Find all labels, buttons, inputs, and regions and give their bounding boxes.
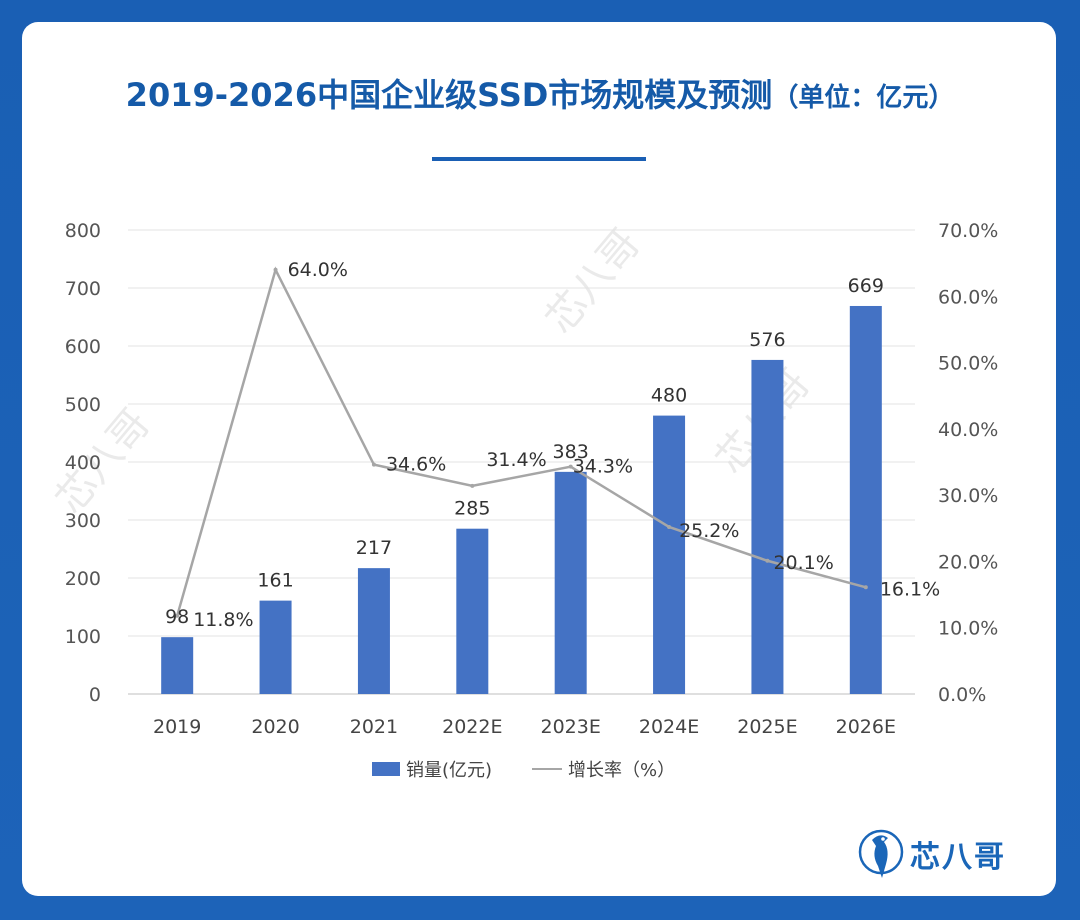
growth-point — [470, 483, 475, 488]
bar — [653, 415, 686, 694]
y-left-tick-label: 0 — [89, 684, 101, 706]
legend-label-growth: 增长率（%） — [568, 760, 676, 781]
growth-value-label: 16.1% — [880, 578, 940, 600]
bar — [161, 637, 194, 694]
brand-name: 芯八哥 — [910, 840, 1006, 875]
growth-point — [568, 464, 573, 469]
x-tick-label: 2024E — [639, 716, 699, 738]
bar — [751, 359, 784, 694]
bar-value-label: 285 — [454, 498, 490, 520]
bar-value-label: 480 — [651, 385, 687, 407]
legend-swatch-line — [532, 768, 563, 770]
y-right-tick-label: 30.0% — [938, 485, 998, 507]
bar — [554, 471, 587, 694]
legend-swatch-bar — [372, 762, 400, 776]
x-tick-label: 2023E — [541, 716, 601, 738]
bar-value-label: 161 — [257, 570, 293, 592]
brand-logo: 芯八哥 — [858, 826, 1006, 882]
growth-value-label: 64.0% — [288, 259, 348, 281]
x-tick-label: 2020 — [251, 716, 299, 738]
growth-point — [175, 613, 180, 618]
bar-value-label: 576 — [749, 329, 785, 351]
growth-value-label: 25.2% — [679, 520, 739, 542]
legend-item-sales[interactable]: 销量(亿元) — [372, 756, 492, 782]
bar-value-label: 383 — [553, 441, 589, 463]
y-right-tick-label: 50.0% — [938, 353, 998, 375]
growth-point — [273, 267, 278, 272]
x-tick-label: 2022E — [442, 716, 502, 738]
growth-point — [765, 558, 770, 563]
growth-point — [667, 524, 672, 529]
y-left-tick-label: 500 — [65, 394, 101, 416]
bar — [259, 600, 292, 694]
growth-value-label: 20.1% — [773, 552, 833, 574]
y-left-tick-label: 700 — [65, 278, 101, 300]
growth-value-label: 34.6% — [386, 454, 446, 476]
bar — [849, 305, 882, 694]
y-right-tick-label: 40.0% — [938, 419, 998, 441]
bar — [357, 568, 390, 694]
title-unit: （单位：亿元） — [772, 83, 955, 113]
title-underline — [432, 157, 646, 161]
bird-icon — [858, 829, 904, 878]
legend-label-sales: 销量(亿元) — [406, 760, 493, 781]
y-right-tick-label: 0.0% — [938, 684, 986, 706]
chart-card — [22, 22, 1056, 896]
y-right-tick-label: 20.0% — [938, 551, 998, 573]
y-left-tick-label: 200 — [65, 568, 101, 590]
chart-title: 2019-2026中国企业级SSD市场规模及预测（单位：亿元） — [0, 70, 1080, 116]
y-left-tick-label: 600 — [65, 336, 101, 358]
title-text: 2019-2026中国企业级SSD市场规模及预测 — [125, 76, 773, 114]
y-left-tick-label: 300 — [65, 510, 101, 532]
bar-value-label: 669 — [848, 275, 884, 297]
legend: 销量(亿元) 增长率（%） — [372, 756, 715, 782]
x-tick-label: 2025E — [737, 716, 797, 738]
y-left-tick-label: 400 — [65, 452, 101, 474]
y-left-tick-label: 800 — [65, 220, 101, 242]
growth-value-label: 34.3% — [573, 456, 633, 478]
x-tick-label: 2019 — [153, 716, 201, 738]
x-tick-label: 2021 — [350, 716, 398, 738]
bar — [456, 528, 489, 694]
y-right-tick-label: 70.0% — [938, 220, 998, 242]
growth-value-label: 31.4% — [486, 449, 546, 471]
growth-point — [863, 585, 868, 590]
growth-line — [175, 266, 867, 617]
bar-value-label: 98 — [165, 606, 189, 628]
bar-value-label: 217 — [356, 537, 392, 559]
growth-point — [371, 462, 376, 467]
y-right-tick-label: 60.0% — [938, 286, 998, 308]
legend-item-growth[interactable]: 增长率（%） — [532, 756, 675, 782]
x-tick-label: 2026E — [836, 716, 896, 738]
growth-value-label: 11.8% — [193, 609, 253, 631]
y-right-tick-label: 10.0% — [938, 618, 998, 640]
y-left-tick-label: 100 — [65, 626, 101, 648]
